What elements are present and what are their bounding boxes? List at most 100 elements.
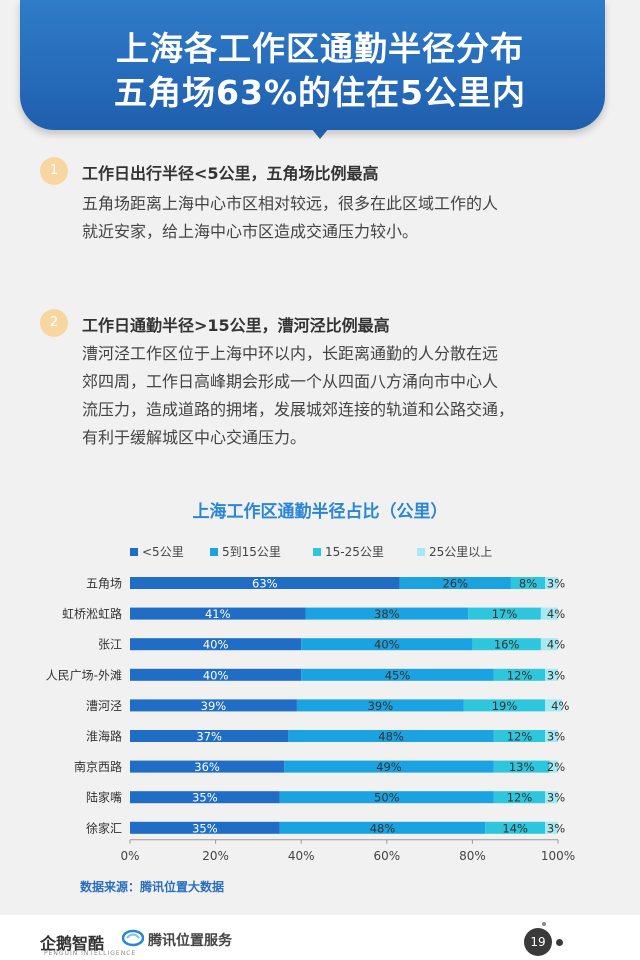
bar-segment [296,699,464,712]
bar-segment [130,668,302,681]
bar-segment [545,668,558,681]
legend-item: 15-25公里 [313,543,384,560]
bar-segment [468,607,541,620]
data-label: 4% [551,699,569,713]
data-label: 35% [192,821,218,835]
data-label: 40% [374,638,400,652]
section-body-line: 就近安家，给上海中心市区造成交通压力较小。 [82,222,419,241]
legend-swatch [313,547,321,556]
bar-segment [463,699,546,712]
x-tick-label: 60% [373,849,400,863]
data-label: 48% [378,730,404,744]
data-label: 3% [547,791,565,805]
data-label: 3% [547,730,565,744]
stacked-bar-chart: 五角场 63% 26% 8% 3% 虹桥淞虹路 41% 38% 17% 4% 张江 40% 40% 16%… [46,577,576,863]
data-label: 3% [547,821,565,835]
chart-title: 上海工作区通勤半径占比（公里） [192,502,448,522]
section-title: 工作日通勤半径>15公里，漕河泾比例最高 [82,316,390,335]
legend-swatch [417,547,425,556]
data-label: 14% [502,821,528,835]
bar-segment [130,638,302,651]
bar-segment [130,791,280,804]
data-label: 19% [492,699,518,713]
bar-segment [493,791,546,804]
category-label: 虹桥淞虹路 [62,606,122,621]
bar-segment [301,638,473,651]
data-label: 39% [201,699,227,713]
bar-segment [540,607,558,620]
bar-segment [130,821,280,834]
bar-segment [305,607,469,620]
page-title-line2: 五角场63%的住在5公里内 [114,73,526,112]
data-label: 3% [547,577,565,591]
bar-segment [130,730,289,742]
data-label: 3% [547,668,565,682]
legend-label: 15-25公里 [325,545,384,559]
bar-segment [130,607,306,620]
x-tick-label: 20% [202,849,229,863]
data-source: 数据来源：腾讯位置大数据 [80,880,225,894]
data-label: 63% [252,577,278,591]
bar-segment [130,699,297,712]
data-label: 2% [547,760,565,774]
title-banner [20,0,605,130]
legend-item: 25公里以上 [417,543,492,560]
data-label: 36% [194,760,220,774]
bar-segment [549,760,558,773]
data-label: 17% [492,607,518,621]
legend-label: 25公里以上 [429,545,493,559]
data-label: 16% [494,638,520,652]
category-label: 淮海路 [86,729,122,744]
section-number-badge: 2 [40,309,68,337]
data-label: 40% [203,638,229,652]
legend-label: 5到15公里 [222,545,281,559]
x-tick-label: 0% [120,849,139,863]
section-body: 漕河泾工作区位于上海中环以内，长距离通勤的人分散在远 郊四周，工作日高峰期会形成… [82,340,582,452]
bar-segment [545,730,558,742]
section-body-line: 五角场距离上海中心市区相对较远，很多在此区域工作的人 [82,194,499,213]
data-label: 39% [368,699,394,713]
bar-segment [545,577,558,589]
bar-segment [301,668,494,681]
category-label: 五角场 [86,577,122,591]
x-tick-label: 100% [541,849,575,863]
section-title: 工作日出行半径<5公里，五角场比例最高 [82,164,379,183]
decorative-dot [556,939,563,946]
page-title-line1: 上海各工作区通勤半径分布 [116,29,524,68]
penguin-intelligence-logo: 企鹅智酷 [40,934,105,953]
legend-item: <5公里 [130,543,184,560]
data-label: 45% [385,668,411,682]
data-label: 35% [192,791,218,805]
data-label: 37% [196,730,222,744]
bar-segment [493,730,546,742]
bar-segment [545,699,563,712]
category-label: 徐家汇 [86,820,122,835]
legend-label: <5公里 [142,545,184,559]
data-label: 4% [547,607,565,621]
banner-pointer [311,128,329,139]
data-label: 4% [547,638,565,652]
bar-segment [472,638,541,651]
data-label: 8% [519,577,537,591]
bar-segment [510,577,546,589]
bar-segment [545,791,558,804]
tencent-location-icon [122,929,144,947]
penguin-intelligence-subtitle: PENGUIN INTELLIGENCE [44,950,137,957]
bar-segment [288,730,494,742]
data-label: 12% [507,791,533,805]
data-label: 38% [374,607,400,621]
bar-segment [130,760,285,773]
data-label: 41% [205,607,231,621]
data-label: 50% [374,791,400,805]
bar-segment [284,760,494,773]
category-label: 漕河泾 [86,699,122,713]
section-body-line: 有利于缓解城区中心交通压力。 [82,428,307,447]
x-tick-label: 80% [459,849,486,863]
tencent-location-logo: 腾讯位置服务 [148,933,232,949]
category-label: 人民广场-外滩 [46,668,122,682]
bar-segment [399,577,511,589]
legend-swatch [130,547,138,556]
section-number-badge: 1 [40,157,68,185]
data-label: 12% [507,730,533,744]
decorative-dot [542,922,546,926]
